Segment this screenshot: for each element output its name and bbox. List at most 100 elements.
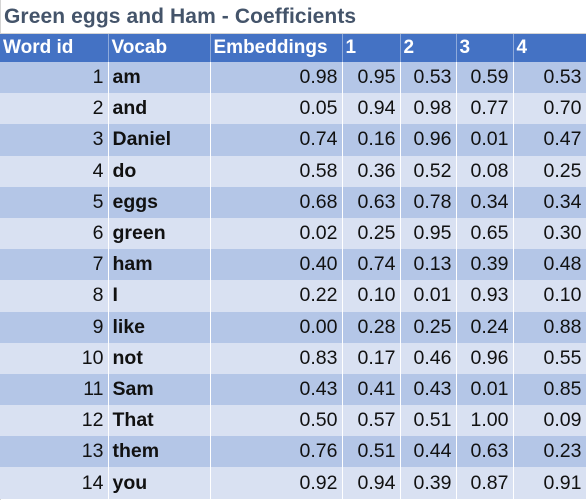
- coefficient-cell-3[interactable]: 0.24: [456, 311, 514, 343]
- header-dim-3[interactable]: 3: [456, 34, 514, 62]
- coefficient-cell-1[interactable]: 0.28: [342, 311, 401, 343]
- coefficient-cell-2[interactable]: 0.01: [400, 280, 457, 312]
- coefficient-cell-3[interactable]: 0.34: [456, 186, 514, 218]
- vocab-cell[interactable]: Sam: [108, 373, 211, 406]
- embeddings-cell[interactable]: 0.74: [210, 124, 343, 156]
- embeddings-cell[interactable]: 0.00: [210, 311, 343, 343]
- coefficient-cell-4[interactable]: 0.30: [513, 217, 586, 250]
- embeddings-cell[interactable]: 0.22: [210, 280, 343, 312]
- vocab-cell[interactable]: them: [108, 436, 211, 468]
- header-dim-1[interactable]: 1: [342, 34, 401, 62]
- coefficient-cell-3[interactable]: 0.77: [456, 93, 514, 125]
- sheet-title[interactable]: Green eggs and Ham - Coefficients: [4, 5, 357, 28]
- coefficient-cell-2[interactable]: 0.51: [400, 405, 457, 437]
- word-id-cell[interactable]: 13: [0, 436, 109, 468]
- coefficient-cell-4[interactable]: 0.70: [513, 93, 586, 125]
- word-id-cell[interactable]: 12: [0, 405, 109, 437]
- word-id-cell[interactable]: 4: [0, 155, 109, 187]
- vocab-cell[interactable]: That: [108, 405, 211, 437]
- coefficient-cell-4[interactable]: 0.47: [513, 124, 586, 156]
- coefficient-cell-3[interactable]: 0.63: [456, 436, 514, 468]
- coefficient-cell-2[interactable]: 0.39: [400, 467, 457, 499]
- coefficient-cell-3[interactable]: 0.01: [456, 373, 514, 406]
- coefficient-cell-1[interactable]: 0.41: [342, 373, 401, 406]
- header-dim-4[interactable]: 4: [513, 34, 586, 62]
- word-id-cell[interactable]: 11: [0, 373, 109, 406]
- coefficient-cell-3[interactable]: 0.08: [456, 155, 514, 187]
- coefficient-cell-2[interactable]: 0.43: [400, 373, 457, 406]
- vocab-cell[interactable]: Daniel: [108, 124, 211, 156]
- coefficient-cell-1[interactable]: 0.25: [342, 217, 401, 250]
- vocab-cell[interactable]: do: [108, 155, 211, 187]
- coefficient-cell-2[interactable]: 0.13: [400, 249, 457, 281]
- vocab-cell[interactable]: like: [108, 311, 211, 343]
- embeddings-cell[interactable]: 0.68: [210, 186, 343, 218]
- word-id-cell[interactable]: 9: [0, 311, 109, 343]
- embeddings-cell[interactable]: 0.02: [210, 217, 343, 250]
- embeddings-cell[interactable]: 0.92: [210, 467, 343, 499]
- coefficient-cell-4[interactable]: 0.10: [513, 280, 586, 312]
- header-word-id[interactable]: Word id: [0, 34, 109, 62]
- coefficient-cell-3[interactable]: 1.00: [456, 405, 514, 437]
- coefficient-cell-1[interactable]: 0.36: [342, 155, 401, 187]
- coefficient-cell-1[interactable]: 0.16: [342, 124, 401, 156]
- coefficient-cell-2[interactable]: 0.96: [400, 124, 457, 156]
- coefficient-cell-2[interactable]: 0.78: [400, 186, 457, 218]
- coefficient-cell-4[interactable]: 0.91: [513, 467, 586, 499]
- coefficient-cell-4[interactable]: 0.25: [513, 155, 586, 187]
- coefficient-cell-1[interactable]: 0.17: [342, 342, 401, 374]
- coefficient-cell-3[interactable]: 0.01: [456, 124, 514, 156]
- coefficient-cell-3[interactable]: 0.87: [456, 467, 514, 499]
- word-id-cell[interactable]: 2: [0, 93, 109, 125]
- coefficient-cell-4[interactable]: 0.09: [513, 405, 586, 437]
- word-id-cell[interactable]: 6: [0, 217, 109, 250]
- coefficient-cell-4[interactable]: 0.85: [513, 373, 586, 406]
- coefficient-cell-4[interactable]: 0.55: [513, 342, 586, 374]
- coefficient-cell-1[interactable]: 0.95: [342, 62, 401, 94]
- coefficient-cell-2[interactable]: 0.46: [400, 342, 457, 374]
- word-id-cell[interactable]: 7: [0, 249, 109, 281]
- vocab-cell[interactable]: not: [108, 342, 211, 374]
- coefficient-cell-1[interactable]: 0.57: [342, 405, 401, 437]
- embeddings-cell[interactable]: 0.83: [210, 342, 343, 374]
- embeddings-cell[interactable]: 0.40: [210, 249, 343, 281]
- vocab-cell[interactable]: you: [108, 467, 211, 499]
- header-dim-2[interactable]: 2: [400, 34, 457, 62]
- coefficient-cell-4[interactable]: 0.88: [513, 311, 586, 343]
- coefficient-cell-2[interactable]: 0.95: [400, 217, 457, 250]
- word-id-cell[interactable]: 8: [0, 280, 109, 312]
- coefficient-cell-4[interactable]: 0.23: [513, 436, 586, 468]
- coefficient-cell-3[interactable]: 0.93: [456, 280, 514, 312]
- header-vocab[interactable]: Vocab: [108, 34, 211, 62]
- coefficient-cell-3[interactable]: 0.59: [456, 62, 514, 94]
- coefficient-cell-1[interactable]: 0.74: [342, 249, 401, 281]
- coefficient-cell-3[interactable]: 0.96: [456, 342, 514, 374]
- word-id-cell[interactable]: 14: [0, 467, 109, 499]
- embeddings-cell[interactable]: 0.58: [210, 155, 343, 187]
- vocab-cell[interactable]: am: [108, 62, 211, 94]
- vocab-cell[interactable]: eggs: [108, 186, 211, 218]
- embeddings-cell[interactable]: 0.76: [210, 436, 343, 468]
- vocab-cell[interactable]: I: [108, 280, 211, 312]
- embeddings-cell[interactable]: 0.98: [210, 62, 343, 94]
- coefficient-cell-2[interactable]: 0.52: [400, 155, 457, 187]
- embeddings-cell[interactable]: 0.05: [210, 93, 343, 125]
- vocab-cell[interactable]: and: [108, 93, 211, 125]
- word-id-cell[interactable]: 3: [0, 124, 109, 156]
- coefficient-cell-1[interactable]: 0.51: [342, 436, 401, 468]
- word-id-cell[interactable]: 5: [0, 186, 109, 218]
- coefficient-cell-2[interactable]: 0.25: [400, 311, 457, 343]
- coefficient-cell-2[interactable]: 0.44: [400, 436, 457, 468]
- coefficient-cell-4[interactable]: 0.48: [513, 249, 586, 281]
- embeddings-cell[interactable]: 0.50: [210, 405, 343, 437]
- coefficient-cell-1[interactable]: 0.94: [342, 93, 401, 125]
- coefficient-cell-2[interactable]: 0.98: [400, 93, 457, 125]
- coefficient-cell-1[interactable]: 0.63: [342, 186, 401, 218]
- coefficient-cell-4[interactable]: 0.53: [513, 62, 586, 94]
- embeddings-cell[interactable]: 0.43: [210, 373, 343, 406]
- coefficient-cell-3[interactable]: 0.65: [456, 217, 514, 250]
- coefficient-cell-4[interactable]: 0.34: [513, 186, 586, 218]
- word-id-cell[interactable]: 10: [0, 342, 109, 374]
- vocab-cell[interactable]: green: [108, 217, 211, 250]
- vocab-cell[interactable]: ham: [108, 249, 211, 281]
